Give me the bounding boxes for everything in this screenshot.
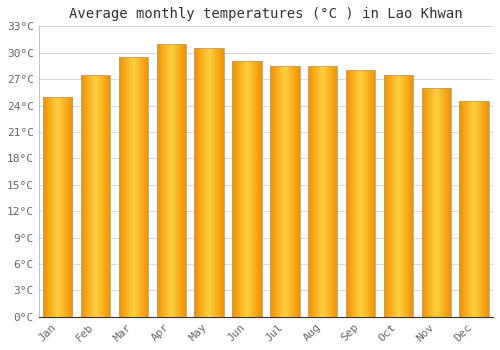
- Bar: [194, 48, 224, 317]
- Bar: [118, 57, 148, 317]
- Bar: [346, 70, 376, 317]
- Bar: [460, 101, 489, 317]
- Bar: [422, 88, 451, 317]
- Bar: [156, 44, 186, 317]
- Bar: [43, 97, 72, 317]
- Bar: [308, 66, 338, 317]
- Bar: [384, 75, 413, 317]
- Bar: [81, 75, 110, 317]
- Bar: [232, 62, 262, 317]
- Bar: [270, 66, 300, 317]
- Title: Average monthly temperatures (°C ) in Lao Khwan: Average monthly temperatures (°C ) in La…: [69, 7, 462, 21]
